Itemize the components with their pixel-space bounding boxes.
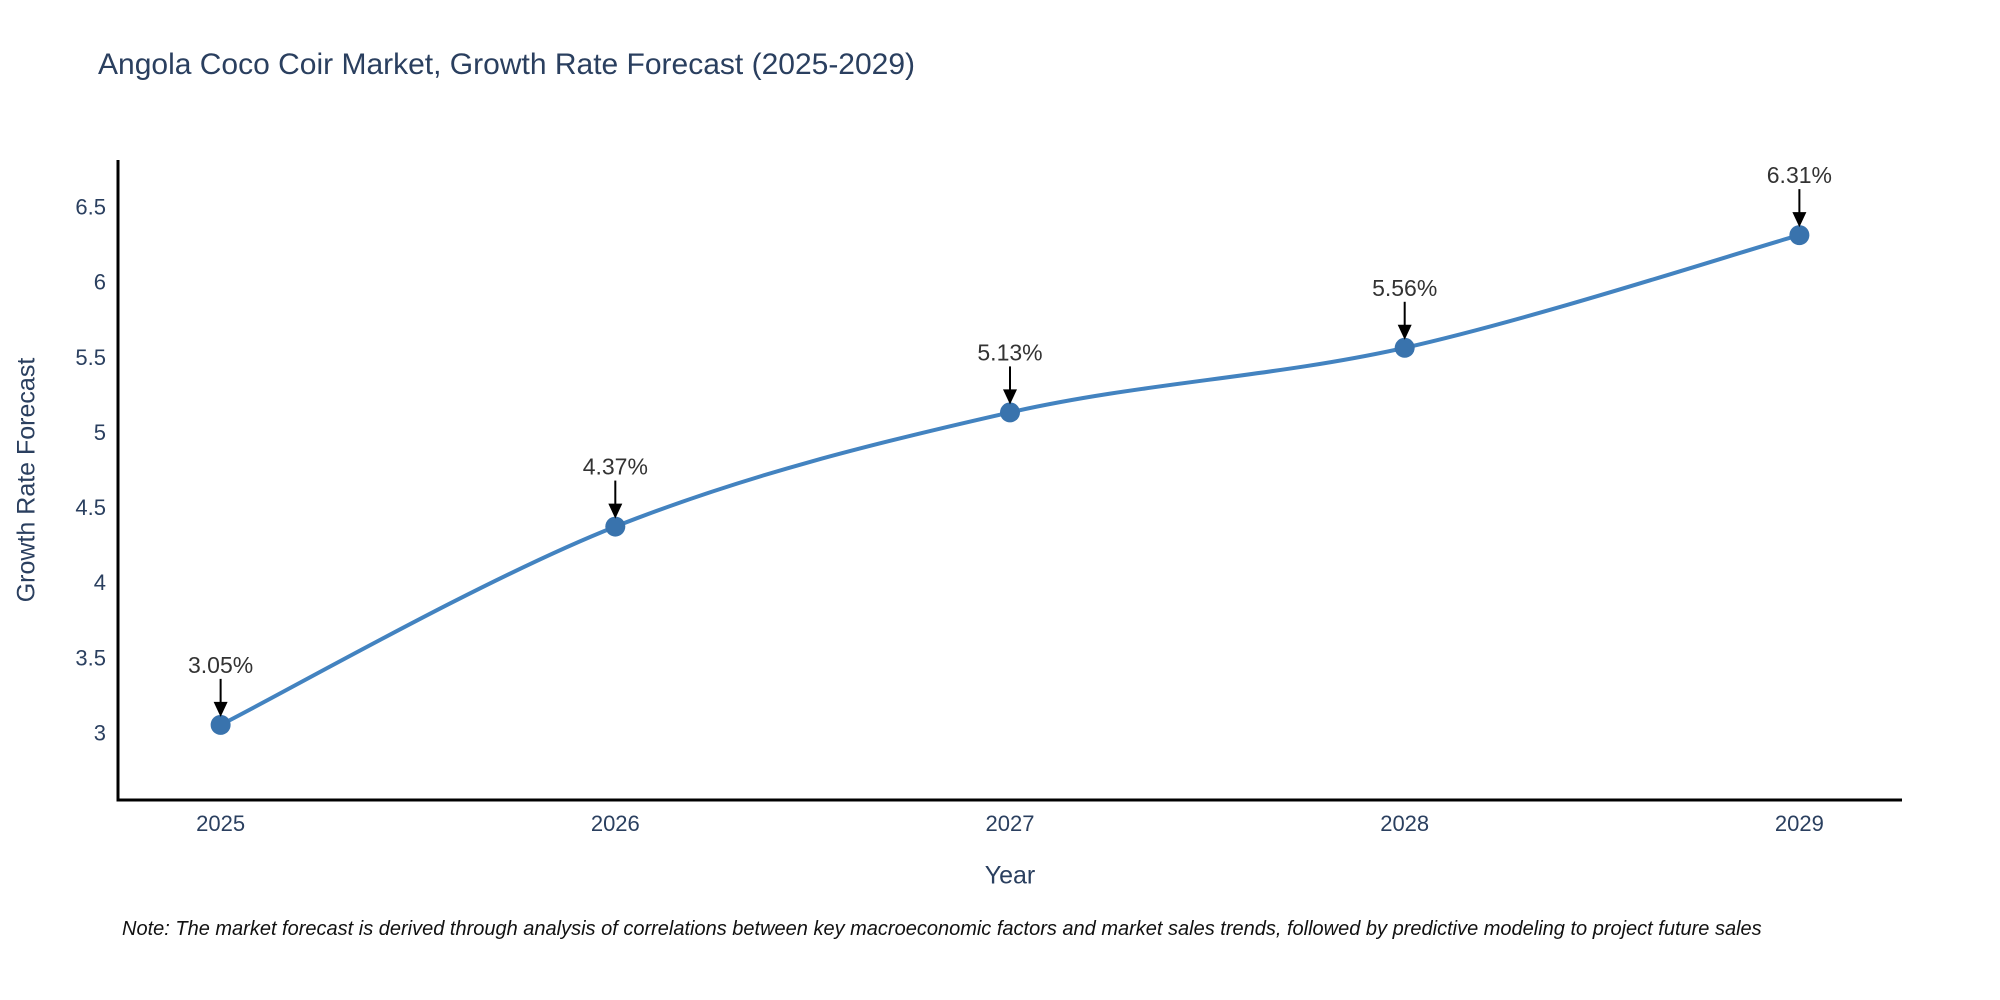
- data-point-marker[interactable]: [605, 516, 626, 537]
- annotation-arrowhead-icon: [608, 503, 623, 519]
- y-tick-label: 3.5: [75, 645, 106, 670]
- data-point-label: 3.05%: [188, 652, 253, 678]
- y-tick-label: 4: [94, 570, 106, 595]
- x-tick-label: 2029: [1775, 811, 1824, 836]
- data-point-label: 5.13%: [977, 339, 1042, 365]
- annotation-arrowhead-icon: [1397, 324, 1412, 340]
- y-tick-label: 3: [94, 720, 106, 745]
- y-axis-title: Growth Rate Forecast: [12, 357, 41, 603]
- y-tick-label: 5.5: [75, 345, 106, 370]
- data-point-label: 6.31%: [1767, 162, 1832, 188]
- data-point-marker[interactable]: [1000, 402, 1020, 423]
- x-tick-label: 2027: [986, 811, 1035, 836]
- chart-title: Angola Coco Coir Market, Growth Rate For…: [98, 48, 916, 81]
- footnote: Note: The market forecast is derived thr…: [122, 918, 1762, 940]
- y-tick-label: 6: [94, 270, 106, 295]
- data-point-label: 4.37%: [583, 454, 648, 480]
- x-tick-label: 2025: [196, 811, 245, 836]
- annotation-arrowhead-icon: [1792, 212, 1807, 228]
- data-point-marker[interactable]: [210, 714, 231, 735]
- x-tick-label: 2026: [591, 811, 640, 836]
- y-tick-label: 4.5: [75, 495, 106, 520]
- data-point-marker[interactable]: [1789, 225, 1810, 246]
- data-point-marker[interactable]: [1394, 337, 1415, 358]
- y-tick-label: 5: [94, 420, 106, 445]
- y-tick-label: 6.5: [75, 195, 106, 220]
- annotation-arrowhead-icon: [1003, 389, 1017, 405]
- trend-line: [219, 233, 1800, 727]
- axis-lines: [116, 160, 1902, 802]
- x-tick-label: 2028: [1380, 811, 1429, 836]
- data-point-label: 5.56%: [1372, 275, 1437, 301]
- annotation-arrowhead-icon: [213, 701, 228, 717]
- x-axis-title: Year: [984, 861, 1036, 890]
